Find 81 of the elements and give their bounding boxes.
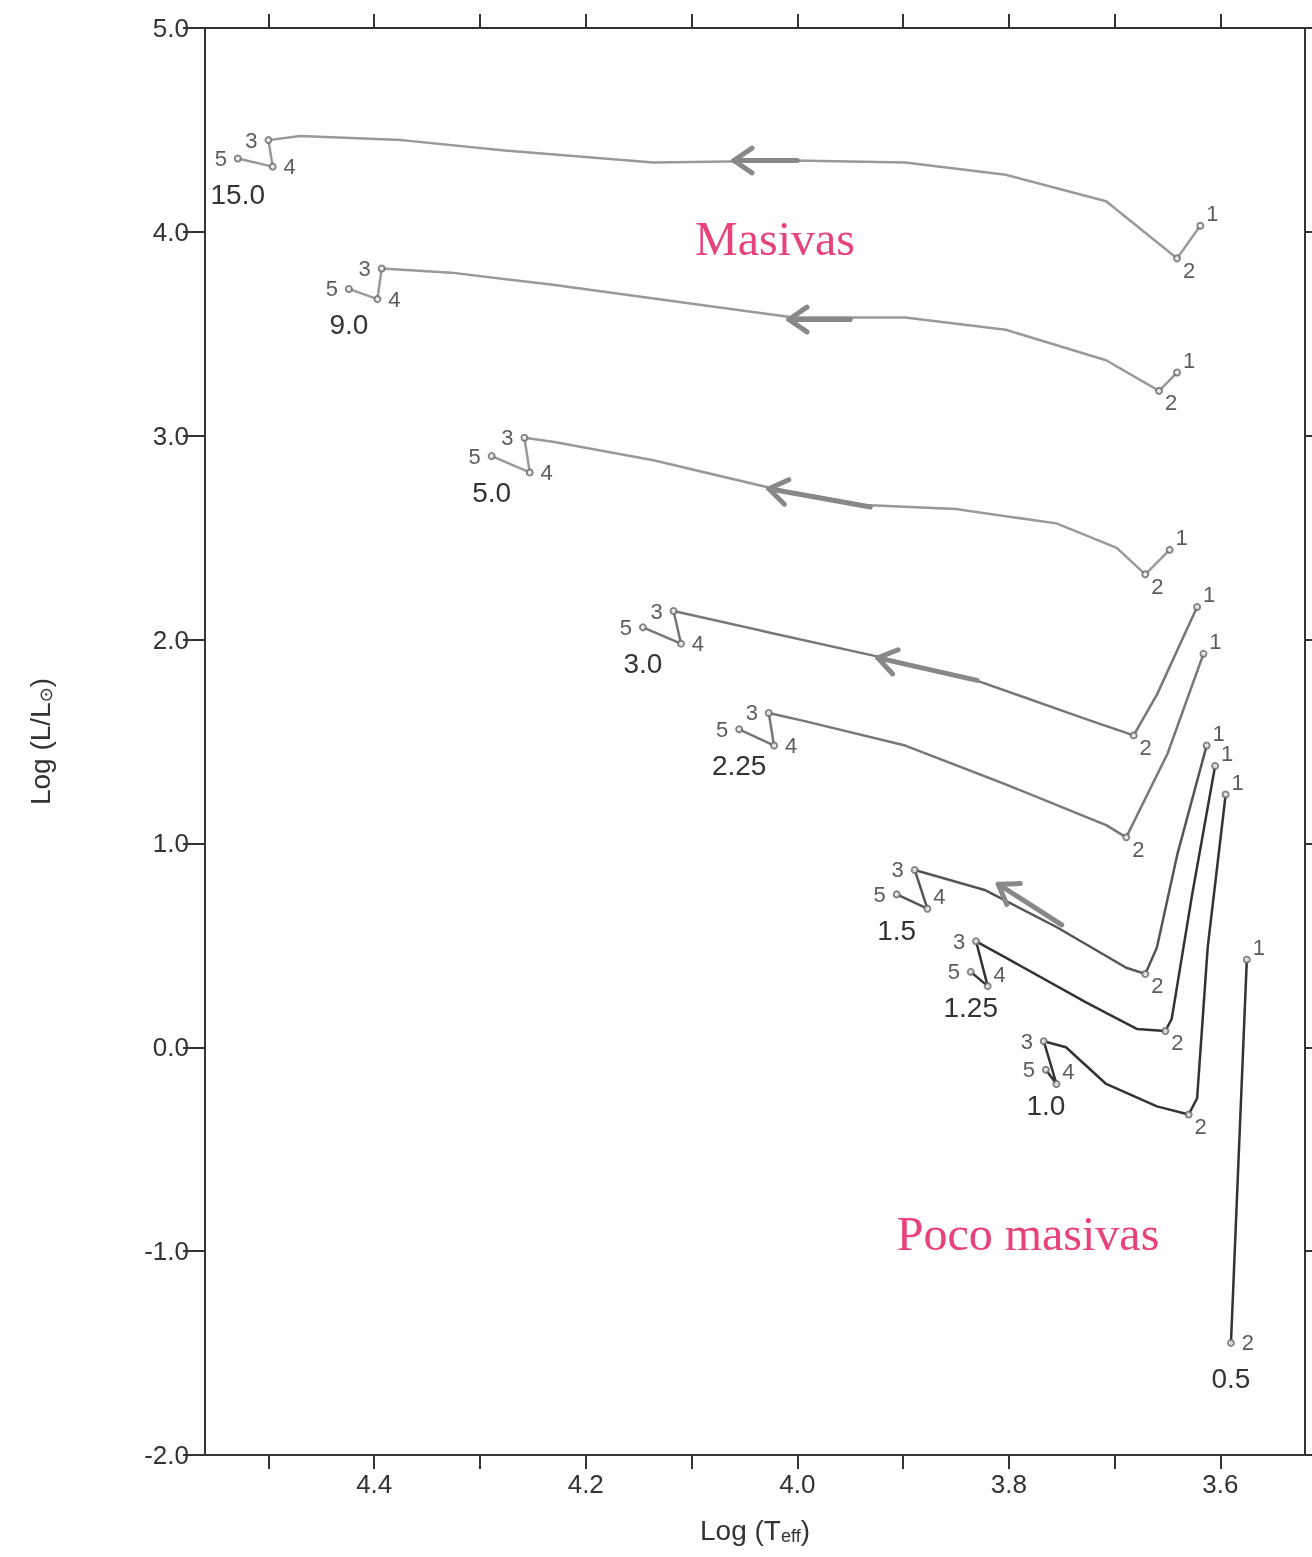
point xyxy=(1202,741,1211,750)
point xyxy=(1122,833,1131,842)
y-tick-label: 2.0 xyxy=(152,624,189,655)
series-label: 1.5 xyxy=(877,914,917,946)
y-tick-label: 1.0 xyxy=(152,828,189,859)
y-axis-title: Log (L/L⊙) xyxy=(24,677,56,806)
annotation: 4 xyxy=(691,631,705,657)
annotation: 4 xyxy=(540,459,553,485)
annotation: 3 xyxy=(1020,1028,1033,1054)
annotation: 3 xyxy=(245,127,258,153)
point xyxy=(764,708,773,717)
series-label: 15.0 xyxy=(210,178,266,210)
annotation: 4 xyxy=(388,286,401,312)
point xyxy=(676,639,685,648)
point xyxy=(638,623,647,632)
annotation: 1 xyxy=(1202,582,1216,608)
series-label: 1.0 xyxy=(1026,1090,1066,1122)
point xyxy=(892,890,901,899)
x-tick-label: 3.8 xyxy=(990,1469,1027,1499)
annotation: 1 xyxy=(1252,935,1265,961)
annotation: 2 xyxy=(1139,734,1152,760)
annotation: 2 xyxy=(1171,1030,1184,1056)
annotation: 3 xyxy=(891,857,904,883)
series-label: 3.0 xyxy=(623,647,663,679)
annotation: 2 xyxy=(1182,257,1196,283)
y-tick-label: -1.0 xyxy=(144,1236,189,1267)
annotation: 4 xyxy=(1062,1059,1075,1085)
point xyxy=(735,725,744,734)
annotation: 1 xyxy=(1182,348,1196,374)
annotation: 5 xyxy=(873,881,886,907)
annotation: 1 xyxy=(1209,629,1222,655)
x-tick-label: 4.2 xyxy=(567,1469,604,1499)
y-tick-label: 4.0 xyxy=(152,216,189,247)
y-tick-label: -2.0 xyxy=(144,1440,189,1470)
x-axis-title: Log (Teff) xyxy=(700,1514,810,1546)
y-tick-label: 3.0 xyxy=(152,420,189,451)
point xyxy=(910,865,919,874)
annotation: 3 xyxy=(358,256,371,282)
series-label: 5.0 xyxy=(472,476,512,508)
annotation: 1 xyxy=(1231,770,1244,795)
annotation: 2 xyxy=(1151,973,1164,999)
point xyxy=(1129,731,1138,740)
annotation: 3 xyxy=(952,928,966,954)
y-tick-label: 0.0 xyxy=(152,1032,189,1063)
x-tick-label: 3.6 xyxy=(1202,1469,1239,1499)
point xyxy=(1193,602,1202,611)
annotation: Poco masivas xyxy=(896,1206,1160,1260)
annotation: 3 xyxy=(501,425,514,451)
annotation: 1 xyxy=(1175,525,1188,551)
series-label: 2.25 xyxy=(711,749,767,781)
annotation: 2 xyxy=(1151,573,1164,599)
point xyxy=(669,607,678,616)
annotation: 4 xyxy=(784,733,798,759)
series-label: 9.0 xyxy=(329,309,369,341)
annotation: 3 xyxy=(650,598,663,624)
annotation: 4 xyxy=(933,884,946,910)
annotation: 2 xyxy=(1164,390,1178,416)
annotation: Masivas xyxy=(695,211,855,265)
annotation: 3 xyxy=(745,700,758,726)
series-label: 0.5 xyxy=(1211,1363,1251,1395)
point xyxy=(1199,649,1208,658)
annotation: 2 xyxy=(1132,836,1145,862)
annotation: 5 xyxy=(214,145,227,171)
annotation: 5 xyxy=(947,959,960,985)
y-tick-label: 5.0 xyxy=(152,13,189,43)
annotation: 5 xyxy=(619,614,633,640)
annotation: 4 xyxy=(283,154,296,180)
point xyxy=(1141,969,1150,978)
annotation: 2 xyxy=(1194,1114,1207,1140)
annotation: 5 xyxy=(468,443,481,469)
annotation: 2 xyxy=(1241,1330,1255,1356)
annotation: 5 xyxy=(325,276,338,302)
point xyxy=(923,904,932,913)
series-label: 1.25 xyxy=(943,992,999,1024)
annotation: 4 xyxy=(993,961,1006,987)
point xyxy=(770,741,779,750)
annotation: 5 xyxy=(716,716,729,742)
annotation: 1 xyxy=(1206,201,1219,227)
x-tick-label: 4.4 xyxy=(356,1469,393,1499)
annotation: 5 xyxy=(1022,1057,1035,1083)
x-tick-label: 4.0 xyxy=(779,1469,816,1499)
